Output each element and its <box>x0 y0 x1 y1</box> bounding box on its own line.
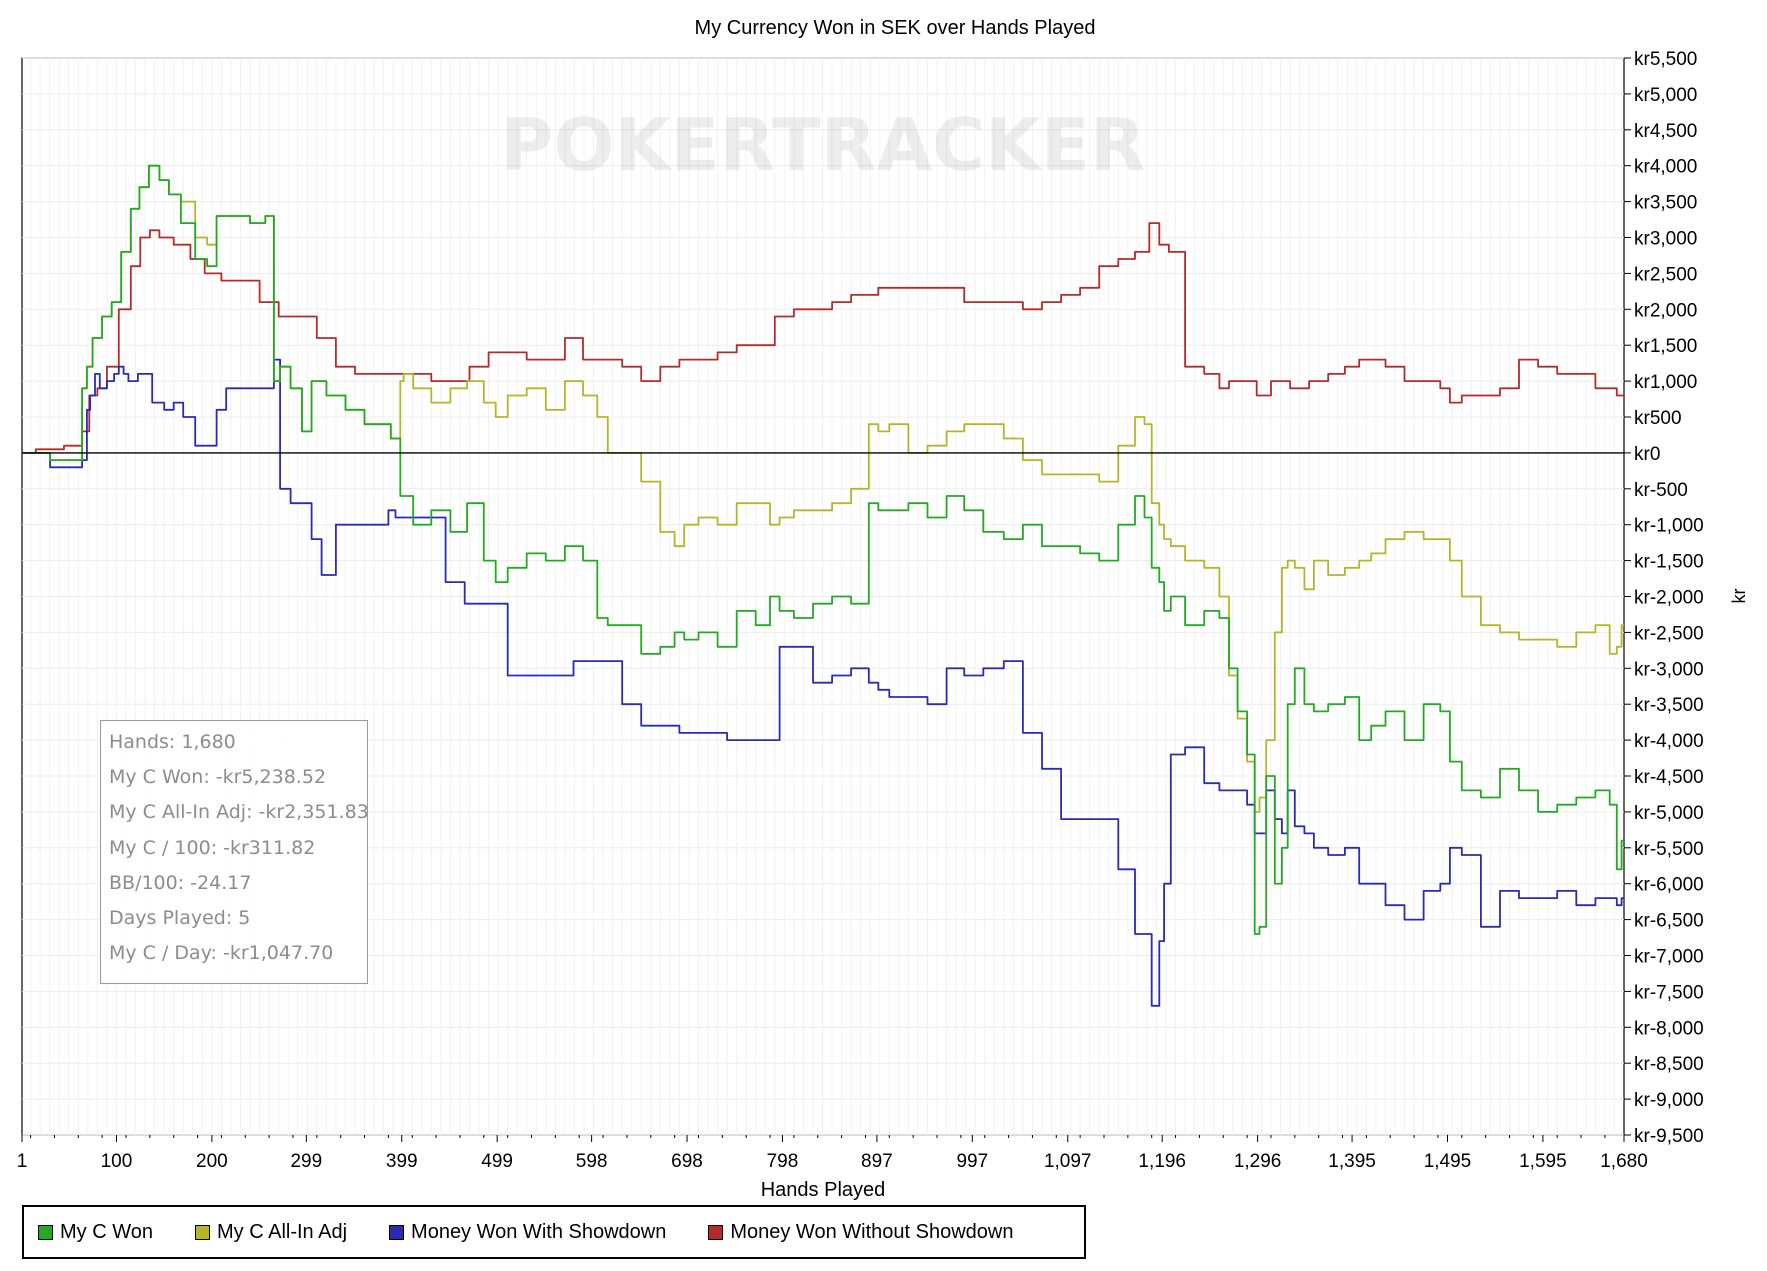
legend-label: Money Won With Showdown <box>411 1220 667 1243</box>
y-tick-label: kr-8,000 <box>1634 1018 1704 1039</box>
x-tick-label: 897 <box>861 1151 893 1172</box>
x-tick-label: 499 <box>481 1151 513 1172</box>
y-tick-label: kr500 <box>1634 408 1682 429</box>
y-tick-label: kr1,000 <box>1634 372 1697 393</box>
y-tick-label: kr-6,000 <box>1634 875 1704 896</box>
stat-bb-100: BB/100: -24.17 <box>109 871 252 894</box>
stat-per-100: My C / 100: -kr311.82 <box>109 836 316 859</box>
y-tick-label: kr5,500 <box>1634 49 1697 70</box>
y-tick-label: kr3,500 <box>1634 193 1697 214</box>
y-tick-label: kr2,000 <box>1634 300 1697 321</box>
x-tick-label: 598 <box>576 1151 608 1172</box>
y-tick-label: kr4,000 <box>1634 157 1697 178</box>
stat-allin-adj: My C All-In Adj: -kr2,351.83 <box>109 801 369 824</box>
y-tick-label: kr-2,500 <box>1634 623 1704 644</box>
grid-lines <box>22 57 1624 1136</box>
x-tick-label: 698 <box>671 1151 703 1172</box>
stat-days: Days Played: 5 <box>109 906 251 929</box>
x-tick-label: 1,296 <box>1234 1151 1282 1172</box>
y-tick-label: kr5,000 <box>1634 85 1697 106</box>
watermark: POKERTRACKER <box>501 103 1146 187</box>
y-tick-label: kr-6,500 <box>1634 911 1704 932</box>
y-tick-label: kr-3,000 <box>1634 659 1704 680</box>
x-tick-label: 798 <box>767 1151 799 1172</box>
stat-won: My C Won: -kr5,238.52 <box>109 766 327 789</box>
x-tick-label: 997 <box>956 1151 988 1172</box>
x-tick-label: 1,395 <box>1328 1151 1376 1172</box>
legend-label: Money Won Without Showdown <box>730 1220 1014 1243</box>
y-tick-label: kr1,500 <box>1634 336 1697 357</box>
y-tick-label: kr-500 <box>1634 480 1688 501</box>
stat-hands: Hands: 1,680 <box>109 731 236 753</box>
stat-per-day: My C / Day: -kr1,047.70 <box>109 942 334 965</box>
legend-swatch <box>194 1224 210 1240</box>
y-tick-label: kr2,500 <box>1634 264 1697 285</box>
y-tick-label: kr-5,000 <box>1634 803 1704 824</box>
y-tick-label: kr4,500 <box>1634 121 1697 142</box>
y-tick-label: kr-4,500 <box>1634 767 1704 788</box>
chart-title: My Currency Won in SEK over Hands Played <box>695 17 1096 39</box>
y-tick-label: kr-7,000 <box>1634 947 1704 968</box>
y-tick-label: kr-1,000 <box>1634 516 1704 537</box>
series-layer <box>22 164 1624 1007</box>
series-line-1 <box>22 164 1624 935</box>
legend-item-with-showdown: Money Won With Showdown <box>389 1221 666 1244</box>
legend-swatch <box>708 1224 724 1240</box>
y-tick-label: kr-2,000 <box>1634 588 1704 609</box>
x-tick-label: 200 <box>196 1151 228 1172</box>
x-tick-label: 1 <box>17 1151 28 1172</box>
y-tick-label: kr-4,000 <box>1634 731 1704 752</box>
y-axis-label: kr <box>1729 589 1749 604</box>
x-tick-label: 1,595 <box>1519 1151 1567 1172</box>
y-tick-label: kr-7,500 <box>1634 982 1704 1003</box>
y-tick-label: kr-8,500 <box>1634 1054 1704 1075</box>
legend-swatch <box>38 1224 53 1240</box>
x-tick-label: 1,680 <box>1600 1151 1648 1172</box>
x-tick-label: 100 <box>101 1151 133 1172</box>
x-tick-label: 399 <box>386 1151 418 1172</box>
stats-box: Hands: 1,680 My C Won: -kr5,238.52 My C … <box>100 720 369 984</box>
series-line-4 <box>22 222 1624 454</box>
legend-label: My C Won <box>60 1220 153 1243</box>
x-tick-label: 299 <box>290 1151 322 1172</box>
legend-swatch <box>389 1224 405 1240</box>
legend-item-won: My C Won <box>38 1221 153 1244</box>
x-axis-label: Hands Played <box>761 1179 886 1201</box>
y-axis: kr5,500 kr5,000 kr4,500 kr4,000 kr3,500 kr3,0… <box>1624 49 1704 1147</box>
legend-label: My C All-In Adj <box>216 1220 348 1243</box>
y-tick-label: kr-1,500 <box>1634 552 1704 573</box>
y-tick-label: kr-3,500 <box>1634 695 1704 716</box>
x-tick-label: 1,196 <box>1138 1151 1186 1172</box>
legend: My C Won My C All-In Adj Money Won With … <box>22 1205 1086 1259</box>
y-tick-label: kr-9,500 <box>1634 1126 1704 1147</box>
x-axis: 1 100 200 299 399 499 598 698 798 897 997 1,097 1,19… <box>17 1135 1648 1172</box>
legend-item-without-showdown: Money Won Without Showdown <box>708 1221 1013 1244</box>
y-tick-label: kr3,000 <box>1634 229 1697 250</box>
x-tick-label: 1,495 <box>1424 1151 1472 1172</box>
y-tick-label: kr0 <box>1634 444 1660 465</box>
x-tick-label: 1,097 <box>1044 1151 1092 1172</box>
series-line-3 <box>22 358 1624 1007</box>
y-tick-label: kr-9,000 <box>1634 1090 1704 1111</box>
legend-item-allin-adj: My C All-In Adj <box>194 1220 348 1244</box>
y-tick-label: kr-5,500 <box>1634 839 1704 860</box>
